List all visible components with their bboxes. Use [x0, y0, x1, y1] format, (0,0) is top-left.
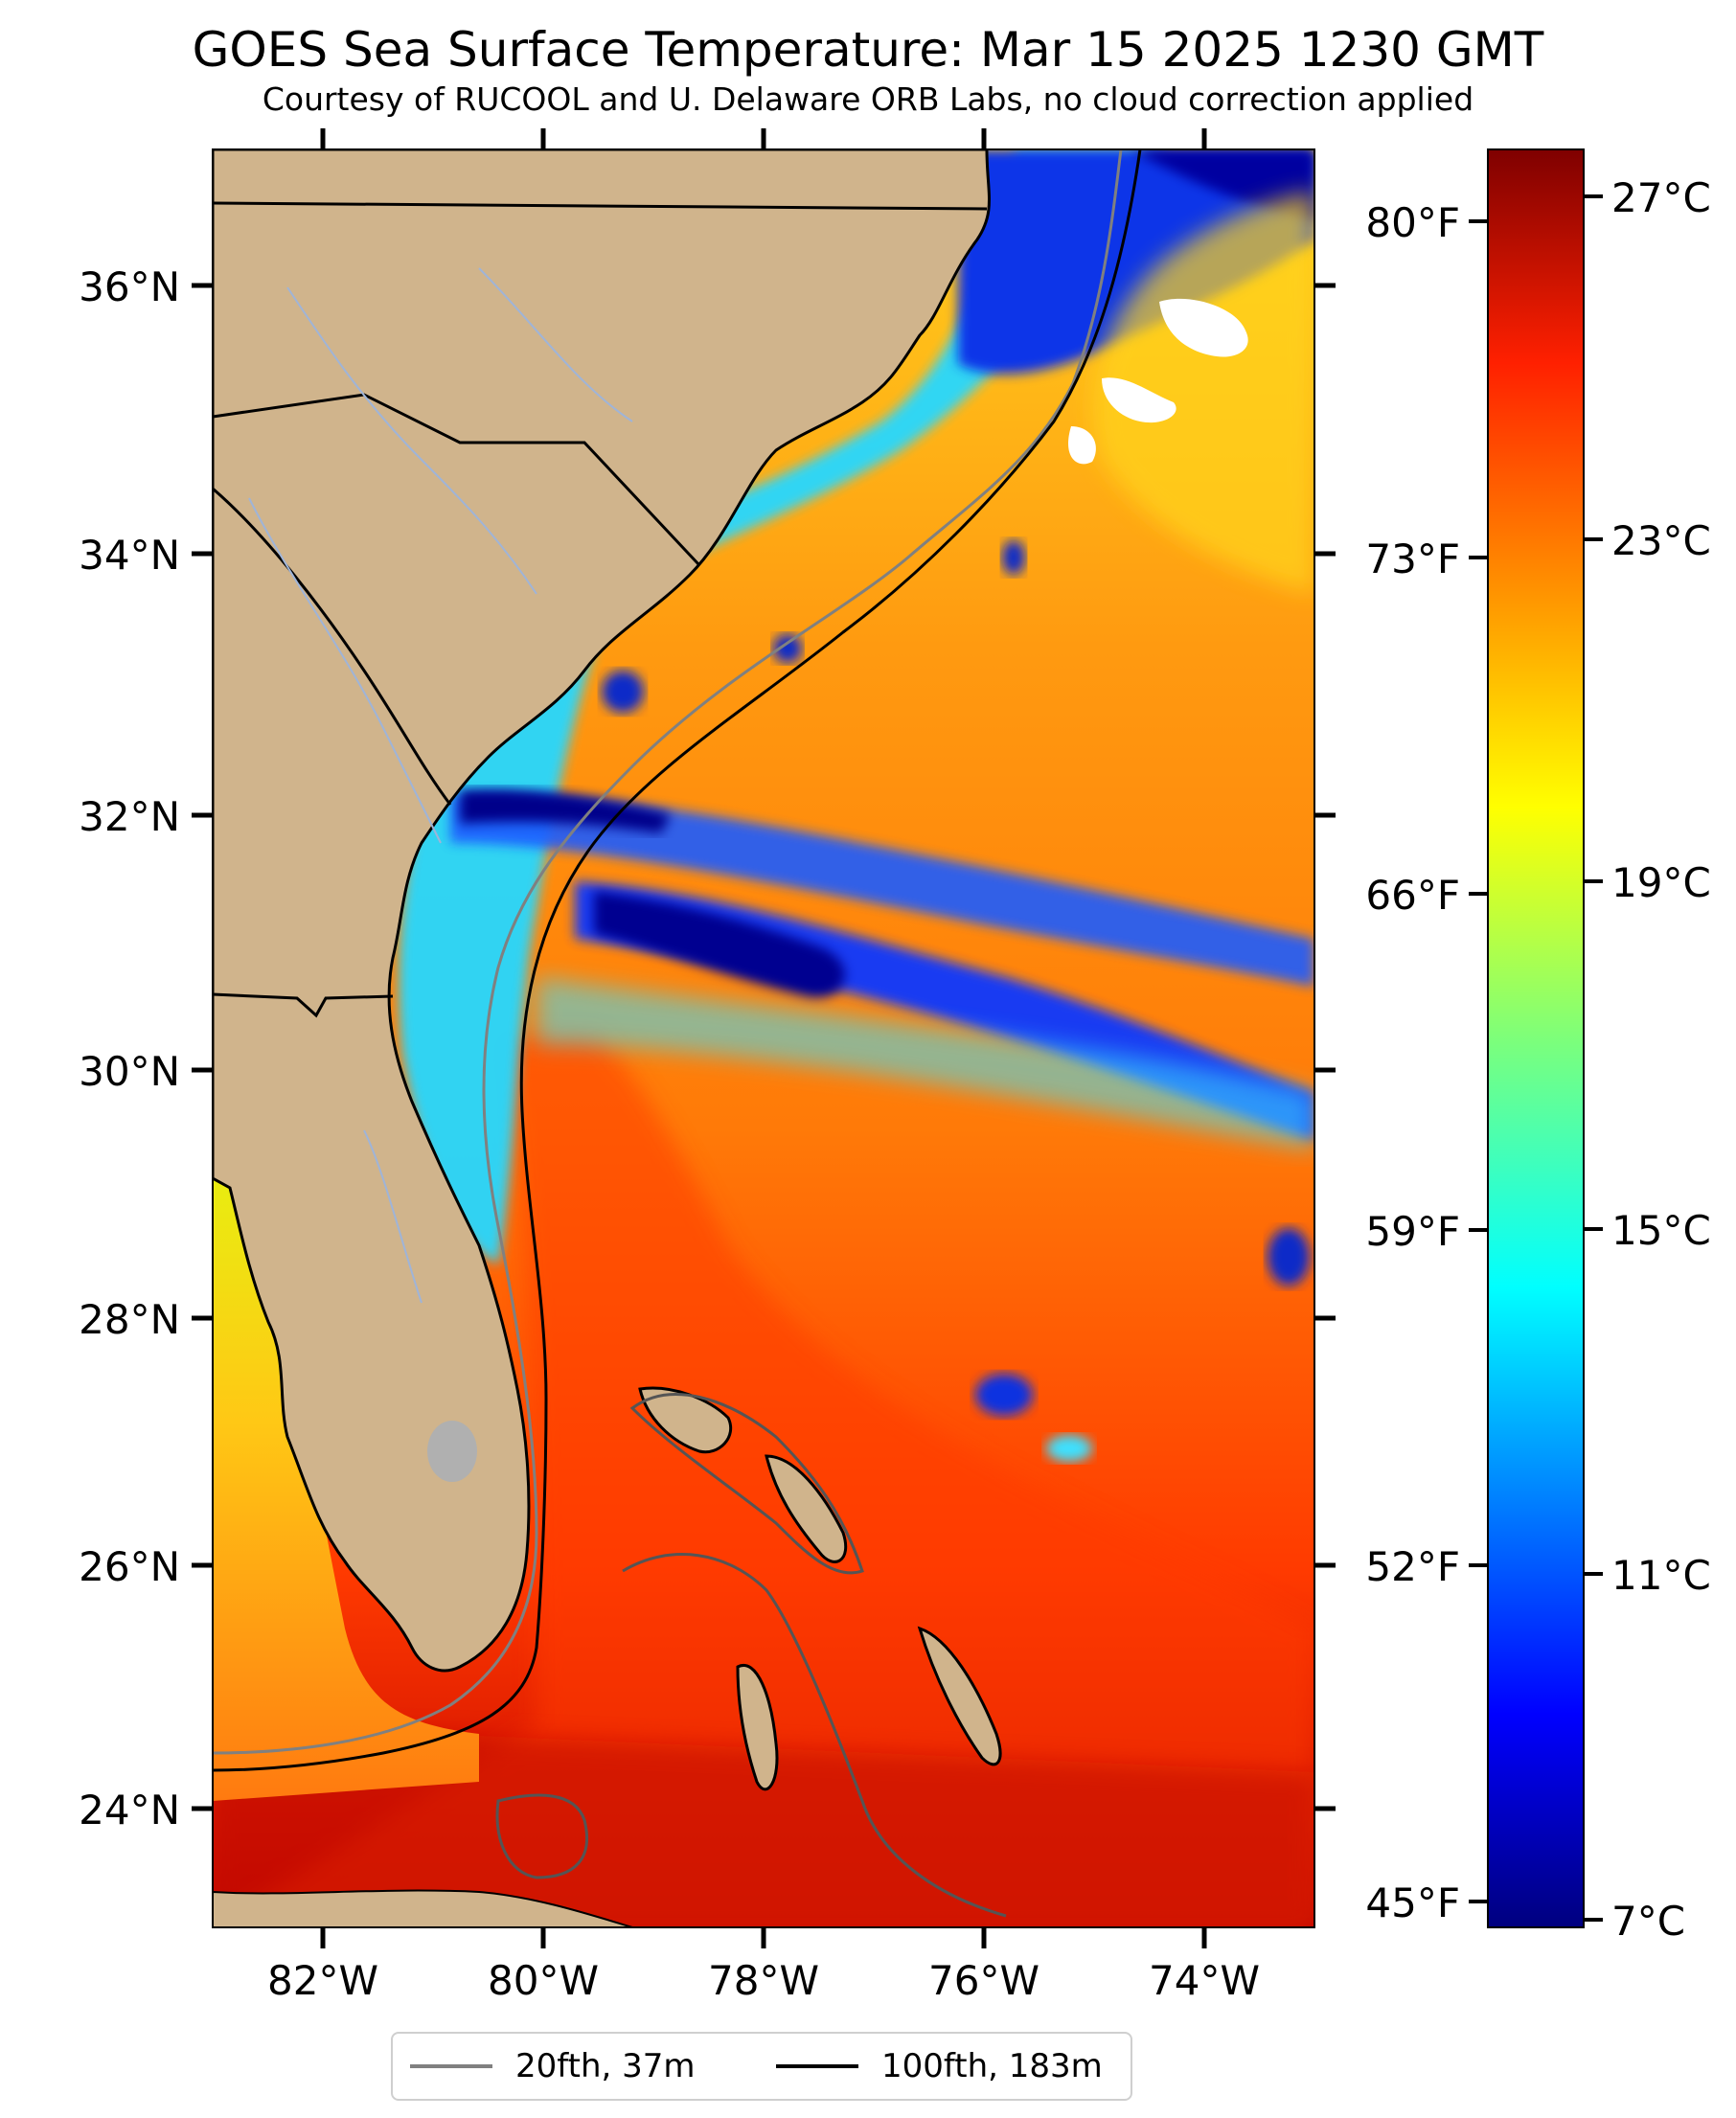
colorbar-fahrenheit-label: 73°F [1365, 535, 1460, 582]
legend-label: 20fth, 37m [515, 2047, 696, 2085]
colorbar-fahrenheit-label: 45°F [1365, 1879, 1460, 1926]
longitude-axis: 82°W 80°W 78°W 76°W 74°W [267, 128, 1260, 2004]
lat-label: 26°N [79, 1543, 180, 1590]
colorbar-celsius-label: 23°C [1611, 517, 1711, 564]
sst-map [213, 149, 1314, 1927]
latitude-axis: 24°N 26°N 28°N 30°N 32°N 34°N 36°N [79, 263, 1336, 1833]
lat-label: 28°N [79, 1296, 180, 1343]
isobath-20fth [213, 149, 1123, 1755]
cold-water-north [958, 149, 1314, 375]
bahamas-island [638, 1386, 733, 1454]
colorbar-fahrenheit-label: 66°F [1365, 872, 1460, 919]
lake-okeechobee [427, 1421, 477, 1482]
cold-streak-1 [450, 793, 1314, 987]
map-title: GOES Sea Surface Temperature: Mar 15 202… [192, 22, 1544, 78]
lat-label: 24°N [79, 1787, 180, 1833]
colorbar-celsius-label: 11°C [1611, 1552, 1711, 1599]
colorbar-fahrenheit-label: 52°F [1365, 1543, 1460, 1590]
shelf-water [399, 149, 1169, 1264]
colorbar-celsius-label: 15°C [1611, 1207, 1711, 1254]
colorbar-celsius-label: 7°C [1611, 1898, 1685, 1945]
lat-label: 32°N [79, 793, 180, 840]
isobath-legend: 20fth, 37m 100fth, 183m [391, 2032, 1132, 2101]
legend-label: 100fth, 183m [881, 2047, 1103, 2085]
warm-current-region [213, 1035, 1314, 1927]
lon-label: 76°W [928, 1957, 1039, 2004]
colorbar-celsius-label: 27°C [1611, 174, 1711, 221]
lat-label: 34°N [79, 532, 180, 579]
isobath-100fth [213, 149, 1142, 1772]
legend-line-icon [410, 2064, 492, 2068]
lon-label: 78°W [708, 1957, 819, 2004]
legend-line-icon [776, 2064, 858, 2068]
lon-label: 74°W [1149, 1957, 1260, 2004]
lon-label: 82°W [267, 1957, 378, 2004]
map-subtitle: Courtesy of RUCOOL and U. Delaware ORB L… [262, 80, 1474, 118]
colorbar: 27°C 23°C 19°C 15°C 11°C 7°C 80°F 73°F 6… [1365, 148, 1711, 1945]
colorbar-celsius-label: 19°C [1611, 859, 1711, 906]
colorbar-fahrenheit-label: 80°F [1365, 199, 1460, 246]
colorbar-fahrenheit-label: 59°F [1365, 1208, 1460, 1255]
mainland-land [213, 149, 991, 1673]
colorbar-gradient [1487, 148, 1585, 1928]
lat-label: 30°N [79, 1048, 180, 1095]
lon-label: 80°W [488, 1957, 599, 2004]
lat-label: 36°N [79, 263, 180, 310]
cloud-patch [1159, 298, 1248, 357]
